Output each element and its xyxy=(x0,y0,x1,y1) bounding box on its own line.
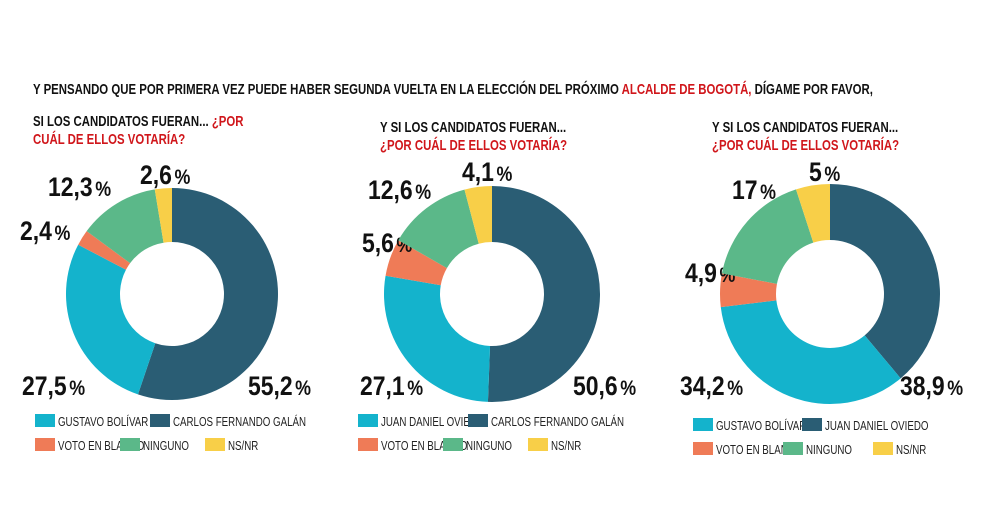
legend-label: NINGUNO xyxy=(806,444,852,457)
legend-label: NINGUNO xyxy=(466,440,512,453)
slice-carlos-fernando-gal-n xyxy=(137,188,278,400)
legend-label: CARLOS FERNANDO GALÁN xyxy=(491,415,624,429)
slice-ninguno xyxy=(721,189,814,284)
legend-swatch xyxy=(150,414,170,427)
legend-label: NS/NR xyxy=(228,440,258,453)
value-label: 2,6% xyxy=(140,160,190,190)
legend-item: NS/NR xyxy=(873,442,926,457)
legend-item: GUSTAVO BOLÍVAR xyxy=(35,414,148,429)
legend-swatch xyxy=(358,414,378,427)
value-label: 12,3% xyxy=(48,172,111,202)
legend-chart-1: GUSTAVO BOLÍVAR CARLOS FERNANDO GALÁNVOTO… xyxy=(35,414,306,453)
slice-ninguno xyxy=(86,189,164,264)
subtitle-red: ¿POR CUÁL DE ELLOS VOTARÍA? xyxy=(33,113,244,148)
slice-gustavo-bol-var xyxy=(65,244,156,395)
legend-swatch xyxy=(358,438,378,451)
donut-chart-1: 55,2 % 27,5 % 2,4 % 12,3% 2,6% xyxy=(20,160,311,401)
legend-swatch xyxy=(693,442,713,455)
headline-highlight: ALCALDE DE BOGOTÁ, xyxy=(621,81,752,98)
legend-chart-3: GUSTAVO BOLÍVAR JUAN DANIEL OVIEDO VOTO EN… xyxy=(693,418,929,457)
value-label: 12,6% xyxy=(368,175,431,205)
subtitle-black: Y SI LOS CANDIDATOS FUERAN... xyxy=(712,119,899,136)
value-label: 34,2% xyxy=(680,371,743,401)
legend-item: CARLOS FERNANDO GALÁN xyxy=(468,414,624,429)
slice-voto-en-blanco xyxy=(720,273,777,308)
slice-voto-en-blanco xyxy=(78,231,131,270)
legend-label: NS/NR xyxy=(896,444,926,457)
slice-juan-daniel-oviedo xyxy=(383,275,491,402)
value-label: 38,9% xyxy=(900,371,963,401)
legend-swatch xyxy=(443,438,463,451)
slice-ns-nr xyxy=(796,184,830,243)
legend-label: JUAN DANIEL OVIEDO xyxy=(825,420,929,433)
slice-gustavo-bol-var xyxy=(720,300,901,405)
slice-voto-en-blanco xyxy=(385,240,447,286)
subtitle-black: SI LOS CANDIDATOS FUERAN... xyxy=(33,113,209,130)
subtitle-chart-3: Y SI LOS CANDIDATOS FUERAN... ¿POR CUÁL D… xyxy=(712,119,899,155)
legend-swatch xyxy=(693,418,713,431)
legend-item: JUAN DANIEL OVIEDO xyxy=(802,418,929,433)
subtitle-chart-2: Y SI LOS CANDIDATOS FUERAN... ¿POR CUÁL D… xyxy=(380,119,567,155)
legend-label: NINGUNO xyxy=(143,440,189,453)
legend-swatch xyxy=(873,442,893,455)
donut-chart-3: 38,9 % 34,2 % 4,9 % 17 % 5% xyxy=(680,157,963,405)
legend-label: CARLOS FERNANDO GALÁN xyxy=(173,415,306,429)
legend-swatch xyxy=(802,418,822,431)
legend-item: NINGUNO xyxy=(443,438,512,453)
slice-ninguno xyxy=(398,189,479,269)
value-label: 4,9% xyxy=(685,258,735,288)
value-label: 50,6% xyxy=(573,371,636,401)
legend-item: VOTO EN BLANCO xyxy=(693,442,803,457)
legend-item: NINGUNO xyxy=(120,438,189,453)
legend-item: CARLOS FERNANDO GALÁN xyxy=(150,414,306,429)
legend-item: NS/NR xyxy=(528,438,581,453)
value-label: 55,2% xyxy=(248,371,311,401)
slice-juan-daniel-oviedo xyxy=(830,184,940,379)
legend-swatch xyxy=(783,442,803,455)
legend-label: JUAN DANIEL OVIEDO xyxy=(381,416,485,429)
slice-ns-nr xyxy=(154,188,172,243)
subtitle-chart-1: SI LOS CANDIDATOS FUERAN... ¿POR CUÁL DE… xyxy=(33,113,261,149)
subtitle-black: Y SI LOS CANDIDATOS FUERAN... xyxy=(380,119,567,136)
slice-ns-nr xyxy=(464,186,492,244)
headline-text-end: DÍGAME POR FAVOR, xyxy=(751,81,873,98)
legend-swatch xyxy=(35,414,55,427)
legend-item: GUSTAVO BOLÍVAR xyxy=(693,418,806,433)
slice-carlos-fernando-gal-n xyxy=(487,186,601,402)
donut-chart-2: 50,6 % 27,1 % 5,6 % 12,6 % 4,1% xyxy=(360,157,636,402)
legend-item: NS/NR xyxy=(205,438,258,453)
headline-text: Y PENSANDO QUE POR PRIMERA VEZ PUEDE HAB… xyxy=(33,81,622,98)
legend-label: GUSTAVO BOLÍVAR xyxy=(58,415,148,429)
value-label: 27,1% xyxy=(360,371,423,401)
value-label: 2,4% xyxy=(20,216,70,246)
value-label: 17% xyxy=(732,175,776,205)
legend-label: GUSTAVO BOLÍVAR xyxy=(716,419,806,433)
legend-label: VOTO EN BLANCO xyxy=(716,444,803,457)
value-label: 4,1% xyxy=(462,157,512,187)
subtitle-red: ¿POR CUÁL DE ELLOS VOTARÍA? xyxy=(712,137,900,154)
legend-chart-2: JUAN DANIEL OVIEDO CARLOS FERNANDO GALÁNV… xyxy=(358,414,624,453)
legend-swatch xyxy=(468,414,488,427)
value-label: 5,6% xyxy=(362,228,412,258)
legend-swatch xyxy=(205,438,225,451)
legend-swatch xyxy=(528,438,548,451)
headline: Y PENSANDO QUE POR PRIMERA VEZ PUEDE HAB… xyxy=(33,81,873,98)
legend-label: NS/NR xyxy=(551,440,581,453)
subtitle-red: ¿POR CUÁL DE ELLOS VOTARÍA? xyxy=(380,137,568,154)
legend-swatch xyxy=(35,438,55,451)
legend-item: NINGUNO xyxy=(783,442,852,457)
value-label: 5% xyxy=(809,157,840,187)
value-label: 27,5% xyxy=(22,371,85,401)
legend-item: JUAN DANIEL OVIEDO xyxy=(358,414,485,429)
legend-swatch xyxy=(120,438,140,451)
